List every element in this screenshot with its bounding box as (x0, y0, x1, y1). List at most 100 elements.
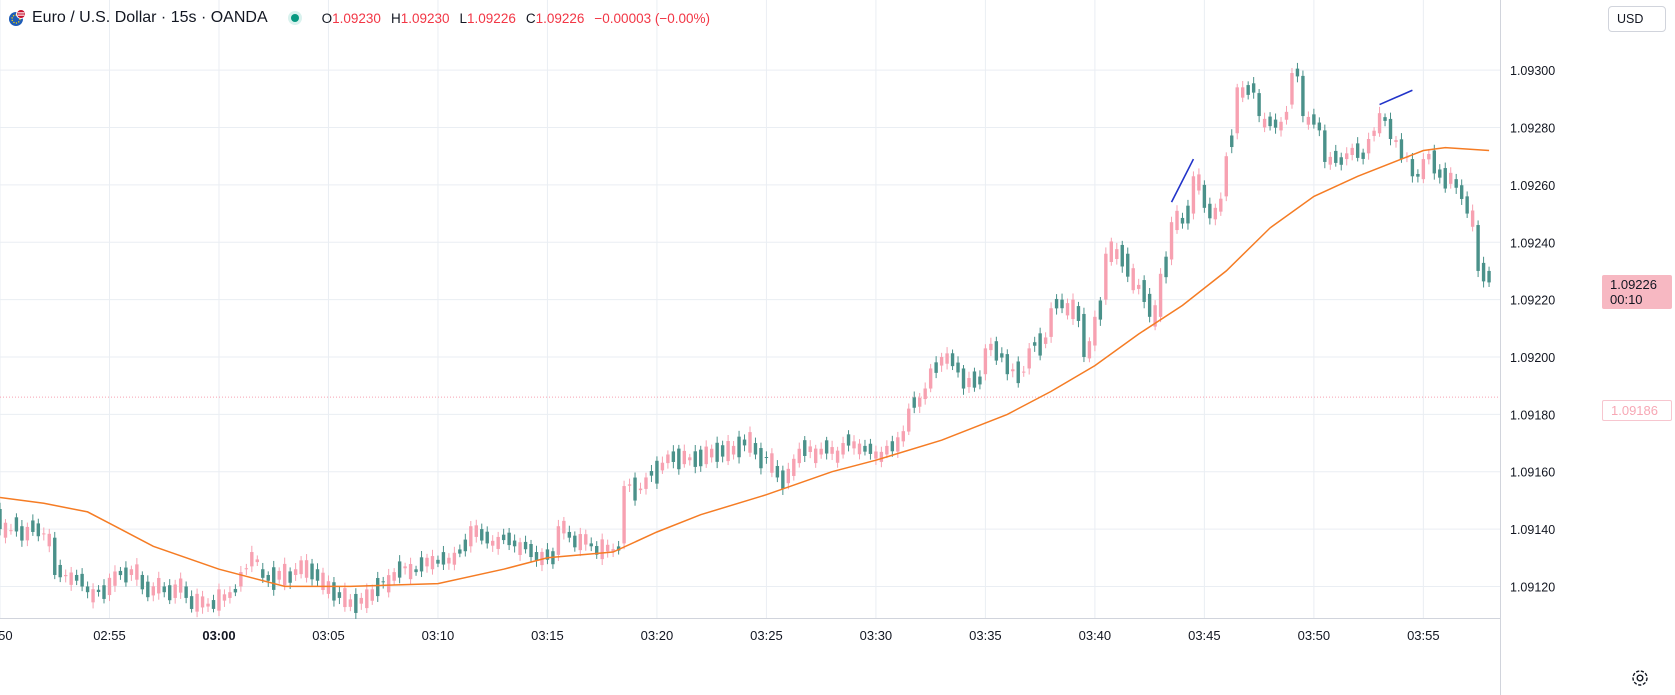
candle-body (633, 477, 637, 501)
candle-body (671, 451, 676, 462)
candle-body (1416, 173, 1420, 177)
candle-body (1301, 75, 1305, 117)
candle-body (25, 526, 30, 541)
candle-body (332, 582, 336, 601)
candle-body (600, 539, 604, 560)
candle-body (255, 559, 259, 563)
candle-body (1279, 121, 1283, 131)
candle-body (578, 534, 582, 551)
candle-body (129, 569, 134, 575)
candle-body (682, 450, 687, 465)
candle-body (425, 557, 429, 567)
x-tick-label: 2:50 (0, 628, 13, 643)
candle-body (3, 522, 8, 538)
candle-body (469, 526, 473, 547)
candle-body (863, 445, 867, 452)
candle-body (704, 446, 708, 465)
euro-dollar-flag-icon (8, 9, 26, 27)
candle-body (556, 526, 561, 555)
candle-body (649, 471, 654, 476)
candle-body (595, 546, 599, 555)
market-status-icon[interactable] (287, 11, 302, 25)
candle-body (885, 445, 889, 455)
candle-body (726, 441, 730, 462)
candle-body (967, 378, 971, 388)
candle-body (573, 535, 577, 548)
candle-body (1087, 341, 1092, 359)
x-tick-label: 03:55 (1407, 628, 1440, 643)
candle-body (1323, 130, 1327, 162)
candle-body (9, 530, 13, 532)
candle-body (764, 457, 769, 459)
candle-body (1126, 253, 1130, 277)
candle-body (781, 470, 785, 489)
candle-body (370, 589, 374, 601)
candle-body (1399, 139, 1404, 160)
candle-body (1153, 305, 1157, 327)
candle-body (419, 557, 424, 572)
y-tick-label: 1.09140 (1510, 523, 1555, 537)
candle-body (1257, 93, 1261, 117)
candle-body (1454, 179, 1458, 188)
candle-body (688, 457, 692, 461)
candle-body (1082, 313, 1086, 357)
candle-body (58, 564, 62, 578)
candle-body (753, 443, 758, 455)
candle-body (529, 543, 533, 558)
candle-body (1208, 203, 1212, 219)
candle-body (1470, 210, 1475, 227)
candle-body (1246, 85, 1250, 95)
candle-body (1295, 68, 1300, 77)
candle-body (1284, 111, 1289, 120)
candle-body (1350, 147, 1354, 155)
candle-body (945, 353, 949, 364)
candle-body (452, 552, 457, 565)
candle-body (989, 343, 993, 351)
candle-body (206, 603, 210, 607)
candle-body (545, 549, 550, 560)
currency-button[interactable]: USD (1608, 6, 1666, 32)
candle-body (994, 341, 999, 361)
candle-body (627, 484, 632, 486)
candle-body (1202, 184, 1207, 208)
candle-body (200, 596, 205, 608)
candle-body (1164, 256, 1168, 278)
x-tick-label: 03:10 (422, 628, 455, 643)
candle-body (720, 445, 725, 457)
candle-body (436, 559, 440, 564)
candle-body (1032, 342, 1037, 346)
candle-body (1016, 361, 1020, 384)
candle-body (611, 549, 615, 553)
candle-body (1235, 87, 1239, 134)
candle-body (173, 584, 177, 598)
candle-body (1251, 83, 1256, 93)
candle-body (146, 581, 150, 598)
candle-body (616, 546, 621, 551)
candle-body (797, 448, 801, 464)
candle-body (458, 549, 462, 554)
candle-body (912, 397, 916, 408)
candle-body (69, 572, 73, 585)
candle-body (91, 589, 95, 603)
candle-body (491, 540, 495, 546)
candle-body (113, 571, 117, 586)
candle-body (1049, 308, 1053, 337)
y-tick-label: 1.09200 (1510, 351, 1555, 365)
candle-body (1224, 156, 1228, 197)
candle-body (934, 362, 938, 373)
candle-body (1465, 196, 1469, 214)
candle-body (1345, 153, 1349, 160)
candle-body (956, 362, 960, 373)
candle-body (824, 440, 829, 454)
candle-body (250, 552, 254, 567)
trend-line-drawing (1170, 158, 1195, 203)
candle-body (1262, 118, 1267, 128)
y-tick-label: 1.09180 (1510, 408, 1555, 422)
candle-body (239, 572, 243, 587)
candle-body (507, 532, 511, 546)
candle-body (1438, 169, 1442, 178)
candle-body (337, 592, 342, 598)
symbol-title[interactable]: Euro / U.S. Dollar · 15s · OANDA (32, 9, 268, 26)
gear-icon[interactable] (1628, 666, 1652, 690)
